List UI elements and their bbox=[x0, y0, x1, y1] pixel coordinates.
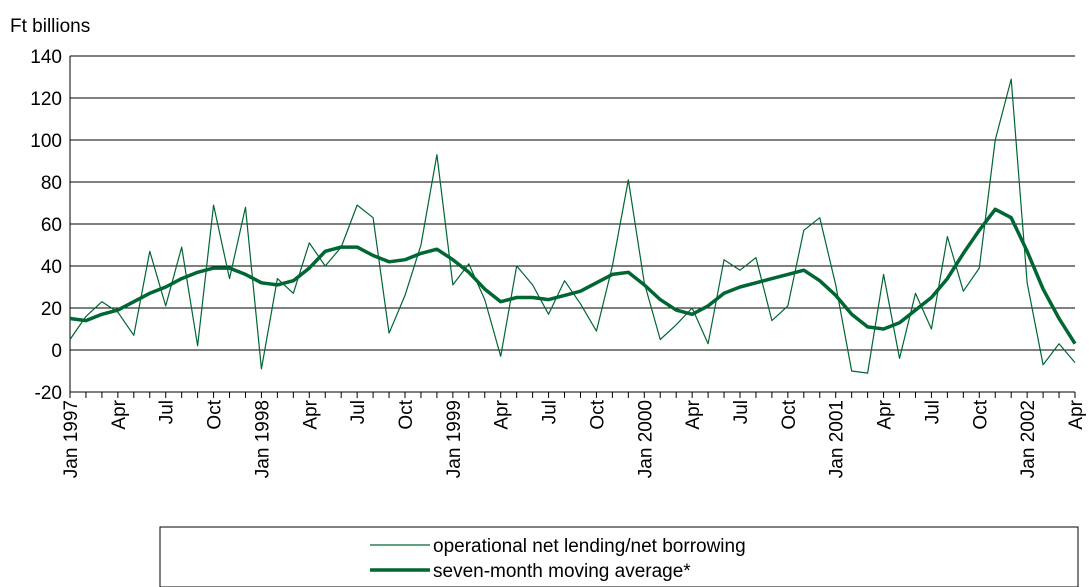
x-tick-label: Jan 2001 bbox=[827, 400, 848, 478]
x-tick-label: Apr bbox=[1066, 399, 1087, 429]
y-tick-label: 80 bbox=[41, 173, 62, 194]
x-tick-label: Jul bbox=[157, 400, 178, 424]
y-tick-label: 120 bbox=[30, 89, 62, 110]
x-tick-label: Apr bbox=[875, 399, 896, 429]
legend-box bbox=[159, 526, 1079, 587]
x-tick-label: Oct bbox=[396, 399, 417, 429]
series-line bbox=[69, 78, 1076, 374]
y-axis-label: Ft billions bbox=[10, 16, 90, 37]
x-tick-label: Oct bbox=[970, 399, 991, 429]
legend-label: operational net lending/net borrowing bbox=[433, 536, 746, 557]
x-tick-label: Jan 1997 bbox=[61, 400, 82, 478]
legend-label: seven-month moving average* bbox=[433, 561, 691, 582]
y-tick-label: 40 bbox=[41, 257, 62, 278]
x-tick-label: Oct bbox=[205, 399, 226, 429]
x-tick-label: Jan 1998 bbox=[252, 400, 273, 478]
x-tick-label: Oct bbox=[587, 399, 608, 429]
y-tick-label: 140 bbox=[30, 47, 62, 68]
x-tick-label: Jan 2002 bbox=[1018, 400, 1039, 478]
x-tick-label: Apr bbox=[109, 399, 130, 429]
x-tick-label: Jul bbox=[348, 400, 369, 424]
y-tick-label: 100 bbox=[30, 131, 62, 152]
x-tick-label: Apr bbox=[492, 399, 513, 429]
x-tick-label: Oct bbox=[779, 399, 800, 429]
y-tick-label: 60 bbox=[41, 215, 62, 236]
x-tick-label: Jul bbox=[540, 400, 561, 424]
x-tick-label: Apr bbox=[683, 399, 704, 429]
x-tick-label: Jul bbox=[731, 400, 752, 424]
x-tick-label: Jan 2000 bbox=[635, 400, 656, 478]
y-tick-label: -20 bbox=[35, 383, 62, 404]
x-tick-label: Apr bbox=[300, 399, 321, 429]
series-line bbox=[69, 207, 1077, 345]
y-tick-label: 20 bbox=[41, 299, 62, 320]
y-tick-label: 0 bbox=[51, 341, 62, 362]
x-tick-label: Jul bbox=[922, 400, 943, 424]
x-tick-label: Jan 1999 bbox=[444, 400, 465, 478]
